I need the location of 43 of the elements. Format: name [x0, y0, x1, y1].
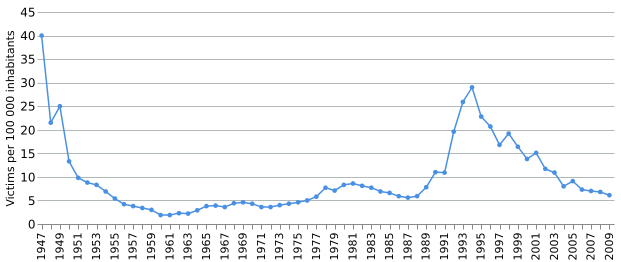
- x-tick-label: 1981: [346, 232, 360, 260]
- x-tick-label: 1959: [144, 232, 158, 260]
- y-tick-label: 35: [20, 52, 36, 67]
- x-tick-label: 1971: [254, 232, 268, 260]
- x-tick-label: 1947: [35, 232, 48, 260]
- y-tick-label: 30: [20, 76, 36, 90]
- x-tick-label: 1969: [236, 232, 250, 260]
- x-tick-label: 1989: [420, 232, 433, 260]
- x-tick-label: 1979: [328, 232, 342, 260]
- y-tick-label: 10: [20, 170, 36, 184]
- x-tick-label: 1987: [401, 232, 414, 260]
- y-tick-label: 40: [20, 29, 36, 44]
- x-tick-label: 1957: [126, 232, 140, 260]
- x-tick-label: 1977: [310, 232, 323, 260]
- x-tick-label: 1999: [511, 232, 524, 260]
- x-tick-label: 1995: [474, 232, 488, 260]
- x-tick-label: 1965: [200, 232, 213, 260]
- x-tick-label: 2001: [530, 232, 543, 260]
- x-tick-label: 2005: [566, 232, 580, 260]
- x-tick-label: 1973: [273, 232, 286, 260]
- x-tick-label: 1967: [218, 232, 232, 260]
- y-tick-label: 25: [20, 100, 36, 114]
- x-tick-label: 1985: [383, 232, 396, 260]
- x-tick-label: 1951: [72, 232, 85, 260]
- y-axis-title: Victims per 100 000 inhabitants: [4, 30, 18, 207]
- y-tick-label: 5: [28, 194, 36, 208]
- x-tick-label: 2009: [602, 232, 616, 260]
- x-tick-label: 2003: [548, 232, 561, 260]
- x-tick-label: 1997: [493, 232, 506, 260]
- x-tick-label: 1949: [53, 232, 66, 260]
- x-tick-label: 2007: [584, 232, 598, 260]
- x-tick-label: 1953: [90, 232, 104, 260]
- y-tick-label: 15: [20, 146, 36, 161]
- y-tick-label: 0: [28, 218, 36, 232]
- x-tick-label: 1963: [182, 232, 195, 260]
- y-tick-label: 45: [20, 6, 36, 20]
- x-tick-label: 1991: [438, 232, 452, 260]
- x-tick-label: 1961: [163, 232, 176, 260]
- x-tick-label: 1955: [108, 232, 122, 260]
- y-tick-label: 20: [20, 123, 36, 138]
- x-tick-label: 1975: [292, 232, 305, 260]
- x-tick-label: 1983: [364, 232, 378, 260]
- x-tick-label: 1993: [456, 232, 470, 260]
